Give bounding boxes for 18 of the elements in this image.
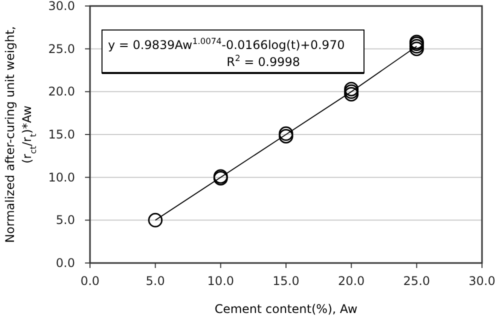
x-tick-label: 25.0	[403, 274, 430, 288]
x-tick-label: 5.0	[146, 274, 165, 288]
y-tick-label: 5.0	[56, 213, 75, 228]
x-tick-label: 15.0	[272, 274, 300, 288]
annotation: y = 0.9839Aw$^{1.0074}$-0.0166log(t)+0.970	[108, 36, 345, 52]
y-tick-label: 25.0	[48, 42, 75, 56]
x-tick-label: 0.0	[80, 274, 100, 288]
y-tick-label: 15.0	[48, 128, 75, 142]
y-tick-label: 30.0	[48, 0, 75, 13]
y-tick-label: 0.0	[56, 256, 75, 270]
x-tick-label: 20.0	[338, 274, 365, 288]
x-axis-title: Cement content(%), Aw	[214, 302, 358, 316]
x-tick-label: 10.0	[207, 274, 234, 288]
annotation: R$^{2}$ = 0.9998	[226, 53, 300, 69]
y-tick-label: 20.0	[48, 84, 75, 99]
x-tick-label: 30.0	[468, 274, 496, 288]
y-tick-label: 10.0	[48, 170, 75, 184]
point	[148, 212, 163, 228]
